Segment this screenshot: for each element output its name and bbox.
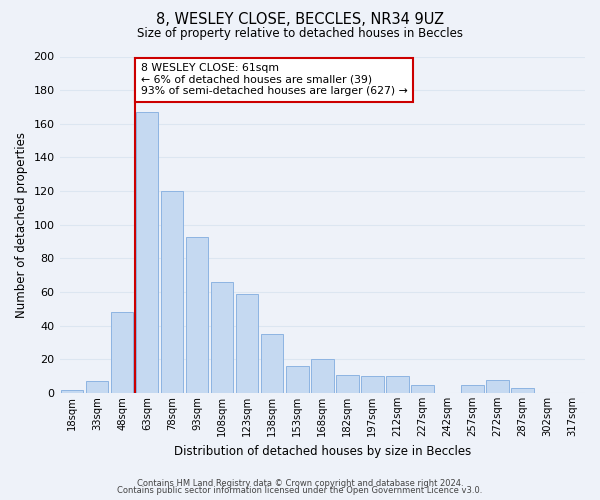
Bar	[211, 282, 233, 393]
X-axis label: Distribution of detached houses by size in Beccles: Distribution of detached houses by size …	[173, 444, 471, 458]
Text: Size of property relative to detached houses in Beccles: Size of property relative to detached ho…	[137, 28, 463, 40]
Bar	[411, 384, 434, 393]
Bar	[86, 381, 109, 393]
Bar	[236, 294, 259, 393]
Bar	[311, 360, 334, 393]
Bar	[336, 374, 359, 393]
Bar	[136, 112, 158, 393]
Bar	[111, 312, 133, 393]
Text: 8, WESLEY CLOSE, BECCLES, NR34 9UZ: 8, WESLEY CLOSE, BECCLES, NR34 9UZ	[156, 12, 444, 28]
Y-axis label: Number of detached properties: Number of detached properties	[15, 132, 28, 318]
Bar	[511, 388, 534, 393]
Bar	[386, 376, 409, 393]
Text: Contains public sector information licensed under the Open Government Licence v3: Contains public sector information licen…	[118, 486, 482, 495]
Bar	[161, 191, 184, 393]
Bar	[186, 236, 208, 393]
Bar	[361, 376, 383, 393]
Bar	[461, 384, 484, 393]
Bar	[486, 380, 509, 393]
Bar	[61, 390, 83, 393]
Bar	[261, 334, 283, 393]
Bar	[286, 366, 308, 393]
Text: Contains HM Land Registry data © Crown copyright and database right 2024.: Contains HM Land Registry data © Crown c…	[137, 478, 463, 488]
Text: 8 WESLEY CLOSE: 61sqm
← 6% of detached houses are smaller (39)
93% of semi-detac: 8 WESLEY CLOSE: 61sqm ← 6% of detached h…	[141, 63, 407, 96]
